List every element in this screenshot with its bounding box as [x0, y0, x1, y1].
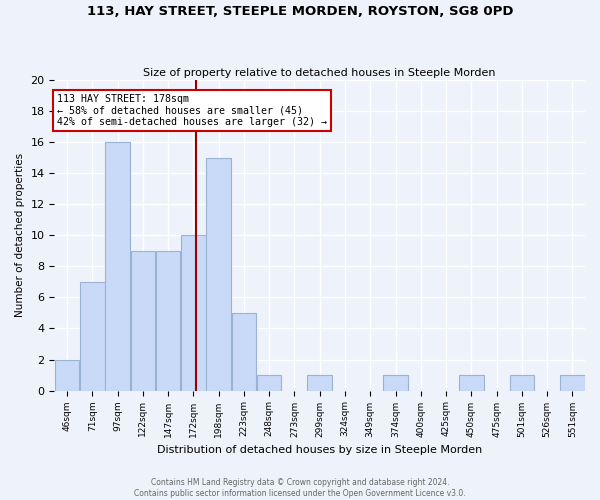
Bar [307, 375, 332, 390]
Bar [131, 251, 155, 390]
Text: 113 HAY STREET: 178sqm
← 58% of detached houses are smaller (45)
42% of semi-det: 113 HAY STREET: 178sqm ← 58% of detached… [57, 94, 327, 128]
Bar [560, 375, 584, 390]
Bar [206, 158, 231, 390]
Bar [106, 142, 130, 390]
Bar [156, 251, 181, 390]
Bar [55, 360, 79, 390]
Bar [383, 375, 408, 390]
Bar [181, 236, 206, 390]
Y-axis label: Number of detached properties: Number of detached properties [15, 154, 25, 318]
Bar [80, 282, 104, 391]
Title: Size of property relative to detached houses in Steeple Morden: Size of property relative to detached ho… [143, 68, 496, 78]
Text: 113, HAY STREET, STEEPLE MORDEN, ROYSTON, SG8 0PD: 113, HAY STREET, STEEPLE MORDEN, ROYSTON… [87, 5, 513, 18]
X-axis label: Distribution of detached houses by size in Steeple Morden: Distribution of detached houses by size … [157, 445, 482, 455]
Bar [459, 375, 484, 390]
Bar [232, 313, 256, 390]
Text: Contains HM Land Registry data © Crown copyright and database right 2024.
Contai: Contains HM Land Registry data © Crown c… [134, 478, 466, 498]
Bar [509, 375, 534, 390]
Bar [257, 375, 281, 390]
